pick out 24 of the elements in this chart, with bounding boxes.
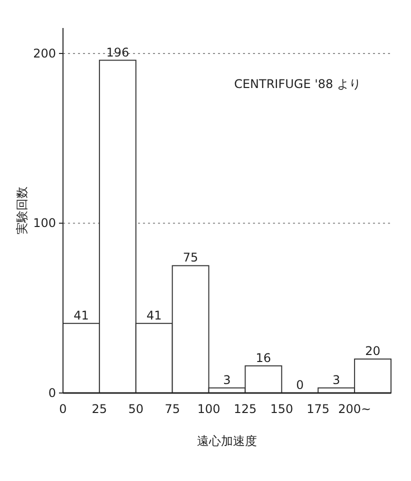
x-tick-label: 0 [59, 402, 67, 416]
x-tick-label: 125 [234, 402, 257, 416]
data-label: 0 [296, 378, 304, 392]
data-label: 75 [182, 250, 198, 265]
y-tick-label: 100 [33, 216, 56, 230]
data-label: 16 [256, 350, 272, 365]
x-tick-label: 200~ [338, 402, 372, 416]
data-label: 3 [223, 372, 231, 387]
x-axis-title: 遠心加速度 [197, 434, 257, 448]
data-label: 41 [146, 308, 162, 322]
x-tick-label: 100 [197, 402, 220, 416]
y-axis-title: 実験回数 [15, 186, 29, 234]
data-label: 3 [332, 372, 340, 387]
annotation: CENTRIFUGE '88 より [234, 77, 361, 91]
data-label: 196 [106, 45, 130, 60]
x-tick-label: 50 [128, 402, 144, 416]
x-tick-label: 150 [270, 402, 294, 416]
data-label: 41 [74, 308, 89, 322]
x-tick-label: 175 [306, 402, 330, 416]
data-label: 20 [365, 344, 380, 358]
x-tick-label: 75 [164, 402, 180, 416]
y-tick-label: 200 [33, 46, 56, 60]
x-tick-label: 25 [92, 402, 108, 416]
y-tick-label: 0 [48, 386, 56, 400]
